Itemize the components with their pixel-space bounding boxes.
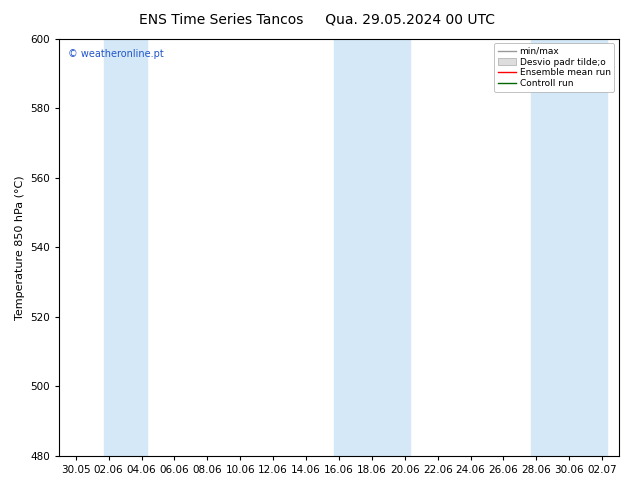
Y-axis label: Temperature 850 hPa (°C): Temperature 850 hPa (°C)	[15, 175, 25, 319]
Bar	[531, 39, 607, 456]
Legend: min/max, Desvio padr tilde;o, Ensemble mean run, Controll run: min/max, Desvio padr tilde;o, Ensemble m…	[495, 43, 614, 92]
Text: ENS Time Series Tancos     Qua. 29.05.2024 00 UTC: ENS Time Series Tancos Qua. 29.05.2024 0…	[139, 12, 495, 26]
Bar	[104, 39, 146, 456]
Bar	[334, 39, 410, 456]
Text: © weatheronline.pt: © weatheronline.pt	[68, 49, 164, 59]
